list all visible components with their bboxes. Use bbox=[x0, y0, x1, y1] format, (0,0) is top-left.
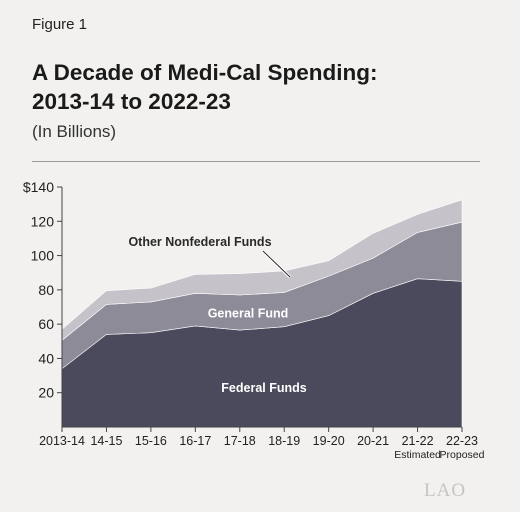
label-other-nonfederal-funds: Other Nonfederal Funds bbox=[128, 235, 271, 249]
label-federal-funds: Federal Funds bbox=[221, 381, 306, 395]
x-tick-label: 14-15 bbox=[90, 434, 122, 448]
y-tick-label: 120 bbox=[31, 213, 55, 229]
x-tick-label: 22-23 bbox=[446, 434, 478, 448]
y-tick-label: 40 bbox=[38, 350, 54, 366]
x-tick-sublabel: Estimated bbox=[394, 449, 441, 461]
area-other-nonfederal-funds bbox=[61, 199, 463, 342]
title-divider bbox=[32, 161, 480, 162]
chart-title: A Decade of Medi-Cal Spending: 2013-14 t… bbox=[32, 58, 377, 116]
x-tick-label: 15-16 bbox=[135, 434, 167, 448]
y-tick-label: 60 bbox=[38, 316, 54, 332]
x-tick-label: 21-22 bbox=[402, 434, 434, 448]
chart-axes: 20 40 60 80 100 120 $140 2013-14 14-15 15-16 16-17… bbox=[23, 179, 485, 461]
area-series-group bbox=[61, 199, 463, 428]
chart-title-line-1: A Decade of Medi-Cal Spending: bbox=[32, 60, 378, 85]
x-tick-label: 20-21 bbox=[357, 434, 389, 448]
x-tick-label: 17-18 bbox=[224, 434, 256, 448]
x-tick-label: 2013-14 bbox=[39, 434, 85, 448]
leader-line-other-nonfederal bbox=[262, 250, 291, 278]
chart-title-line-2: 2013-14 to 2022-23 bbox=[32, 89, 231, 114]
y-tick-label: 20 bbox=[38, 385, 54, 401]
y-tick-label: $140 bbox=[23, 179, 54, 195]
chart-subtitle: (In Billions) bbox=[32, 122, 117, 141]
y-tick-label: 100 bbox=[31, 248, 55, 264]
x-tick-label: 16-17 bbox=[179, 434, 211, 448]
x-tick-sublabel: Proposed bbox=[440, 449, 485, 461]
series-labels: Federal Funds General Fund Other Nonfedera… bbox=[128, 235, 306, 395]
x-tick-label: 18-19 bbox=[268, 434, 300, 448]
lao-logo: LAO bbox=[424, 480, 467, 501]
x-tick-label: 19-20 bbox=[313, 434, 345, 448]
y-tick-label: 80 bbox=[38, 282, 54, 298]
figure-label: Figure 1 bbox=[32, 16, 88, 33]
label-general-fund: General Fund bbox=[208, 307, 289, 321]
